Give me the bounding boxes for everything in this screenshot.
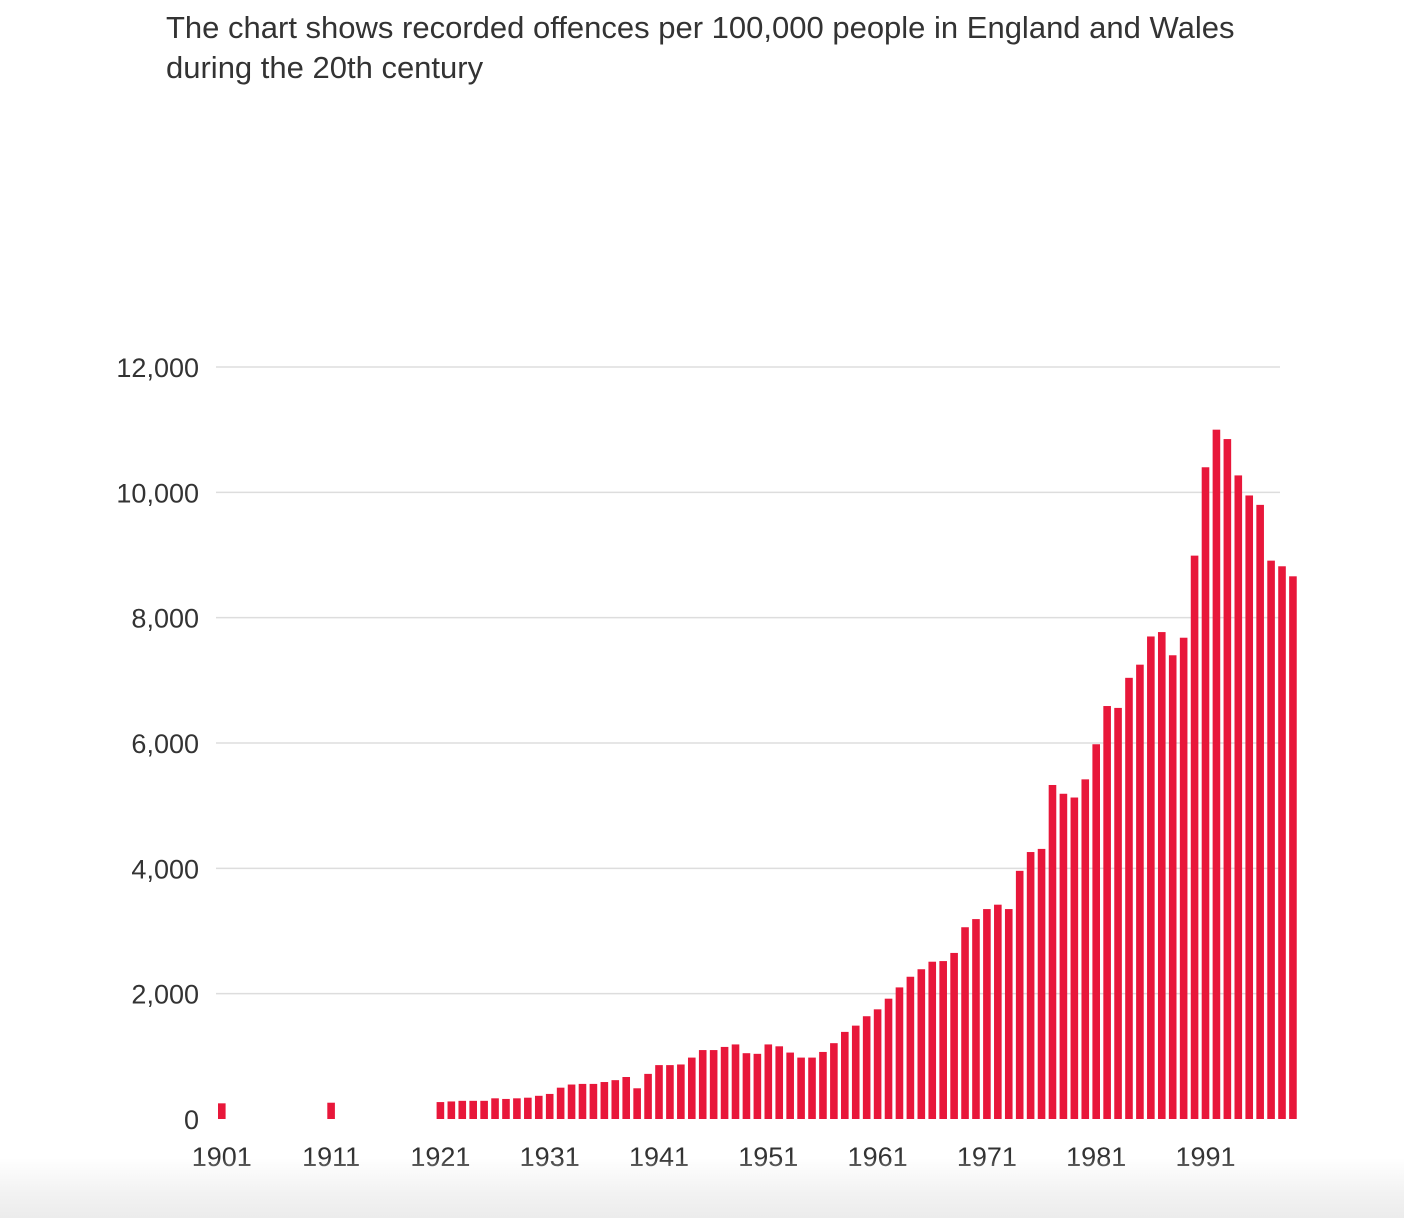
y-tick-label: 0 — [184, 1105, 199, 1135]
bar-1935 — [589, 1083, 598, 1119]
bar-1945 — [698, 1050, 707, 1119]
y-tick-label: 12,000 — [116, 353, 199, 383]
y-tick-label: 2,000 — [131, 980, 199, 1010]
bar-1942 — [666, 1065, 674, 1119]
bar-1984 — [1125, 677, 1133, 1119]
bar-1980 — [1081, 779, 1090, 1119]
bar-1973 — [1004, 909, 1013, 1119]
bar-1998 — [1278, 566, 1286, 1119]
bar-1990 — [1190, 555, 1199, 1119]
bar-1977 — [1048, 784, 1057, 1119]
y-tick-label: 6,000 — [131, 729, 199, 759]
bar-1940 — [644, 1073, 652, 1119]
bar-1960 — [862, 1016, 871, 1119]
bar-1954 — [797, 1057, 805, 1119]
bar-1947 — [720, 1046, 729, 1119]
bar-1949 — [742, 1053, 751, 1119]
y-tick-label: 8,000 — [131, 604, 199, 634]
bar-1922 — [447, 1101, 456, 1119]
bar-1968 — [950, 952, 958, 1119]
bar-1956 — [819, 1051, 827, 1119]
bar-1965 — [917, 969, 926, 1119]
bar-1976 — [1037, 848, 1046, 1119]
bar-1987 — [1157, 632, 1166, 1119]
bar-1946 — [709, 1050, 718, 1119]
y-axis-tick-labels: 0 2,000 4,000 6,000 8,000 10,000 12,000 — [116, 353, 199, 1135]
bar-1979 — [1070, 797, 1079, 1119]
bar-1997 — [1267, 560, 1275, 1119]
bar-1948 — [731, 1044, 740, 1119]
bar-1937 — [611, 1080, 620, 1119]
bar-1981 — [1092, 744, 1100, 1119]
bar-1957 — [830, 1043, 838, 1119]
bar-1963 — [895, 987, 904, 1119]
bar-1932 — [556, 1087, 565, 1119]
bar-1970 — [972, 919, 980, 1119]
bar-1931 — [545, 1093, 554, 1119]
bar-1958 — [841, 1031, 849, 1119]
bar-1999 — [1289, 576, 1297, 1119]
bar-1952 — [775, 1046, 784, 1119]
bar-1953 — [786, 1052, 794, 1119]
bar-1992 — [1212, 429, 1221, 1119]
bar-1924 — [469, 1100, 477, 1119]
bar-1951 — [764, 1044, 773, 1119]
bar-1991 — [1201, 467, 1210, 1119]
bar-1936 — [600, 1082, 609, 1119]
bar-1929 — [524, 1097, 532, 1119]
bar-1941 — [655, 1065, 663, 1119]
bottom-fade — [0, 1158, 1404, 1218]
bar-1927 — [502, 1098, 510, 1119]
bar-1988 — [1168, 655, 1177, 1119]
bar-1993 — [1223, 439, 1232, 1119]
bar-1974 — [1015, 870, 1024, 1119]
bar-1930 — [534, 1095, 543, 1119]
bar-1938 — [622, 1077, 631, 1119]
bar-1961 — [873, 1009, 882, 1119]
y-tick-label: 10,000 — [116, 478, 199, 508]
gridlines — [216, 366, 1280, 995]
bar-1971 — [983, 909, 991, 1119]
bar-1921 — [436, 1102, 445, 1119]
bar-1972 — [994, 904, 1002, 1119]
bar-1985 — [1136, 664, 1144, 1119]
bars — [218, 429, 1297, 1120]
chart-subtitle: The chart shows recorded offences per 10… — [166, 10, 1235, 85]
bar-1969 — [961, 927, 969, 1119]
bar-1967 — [939, 961, 947, 1119]
bar-1994 — [1234, 475, 1243, 1119]
bar-1944 — [687, 1057, 696, 1119]
bar-1966 — [928, 961, 937, 1119]
bar-1923 — [458, 1100, 467, 1119]
bar-1901 — [218, 1103, 226, 1119]
bar-1982 — [1103, 706, 1111, 1119]
bar-1926 — [491, 1098, 499, 1119]
bar-1933 — [567, 1084, 576, 1119]
bar-1959 — [851, 1025, 860, 1119]
bar-1925 — [480, 1100, 488, 1119]
bar-1943 — [677, 1064, 685, 1119]
bar-1955 — [808, 1057, 816, 1119]
bar-1911 — [327, 1102, 335, 1119]
y-tick-label: 4,000 — [131, 854, 199, 884]
bar-1950 — [753, 1053, 762, 1119]
bar-1964 — [906, 976, 915, 1119]
bar-1939 — [633, 1088, 641, 1119]
bar-1978 — [1059, 793, 1068, 1119]
bar-1983 — [1114, 707, 1122, 1119]
bar-1928 — [513, 1098, 521, 1119]
bar-1962 — [884, 998, 893, 1119]
bar-1989 — [1179, 637, 1188, 1119]
bar-1995 — [1245, 495, 1254, 1120]
bar-1975 — [1026, 852, 1035, 1119]
bar-1996 — [1256, 504, 1264, 1119]
bar-1986 — [1147, 636, 1155, 1119]
bar-1934 — [578, 1083, 587, 1119]
